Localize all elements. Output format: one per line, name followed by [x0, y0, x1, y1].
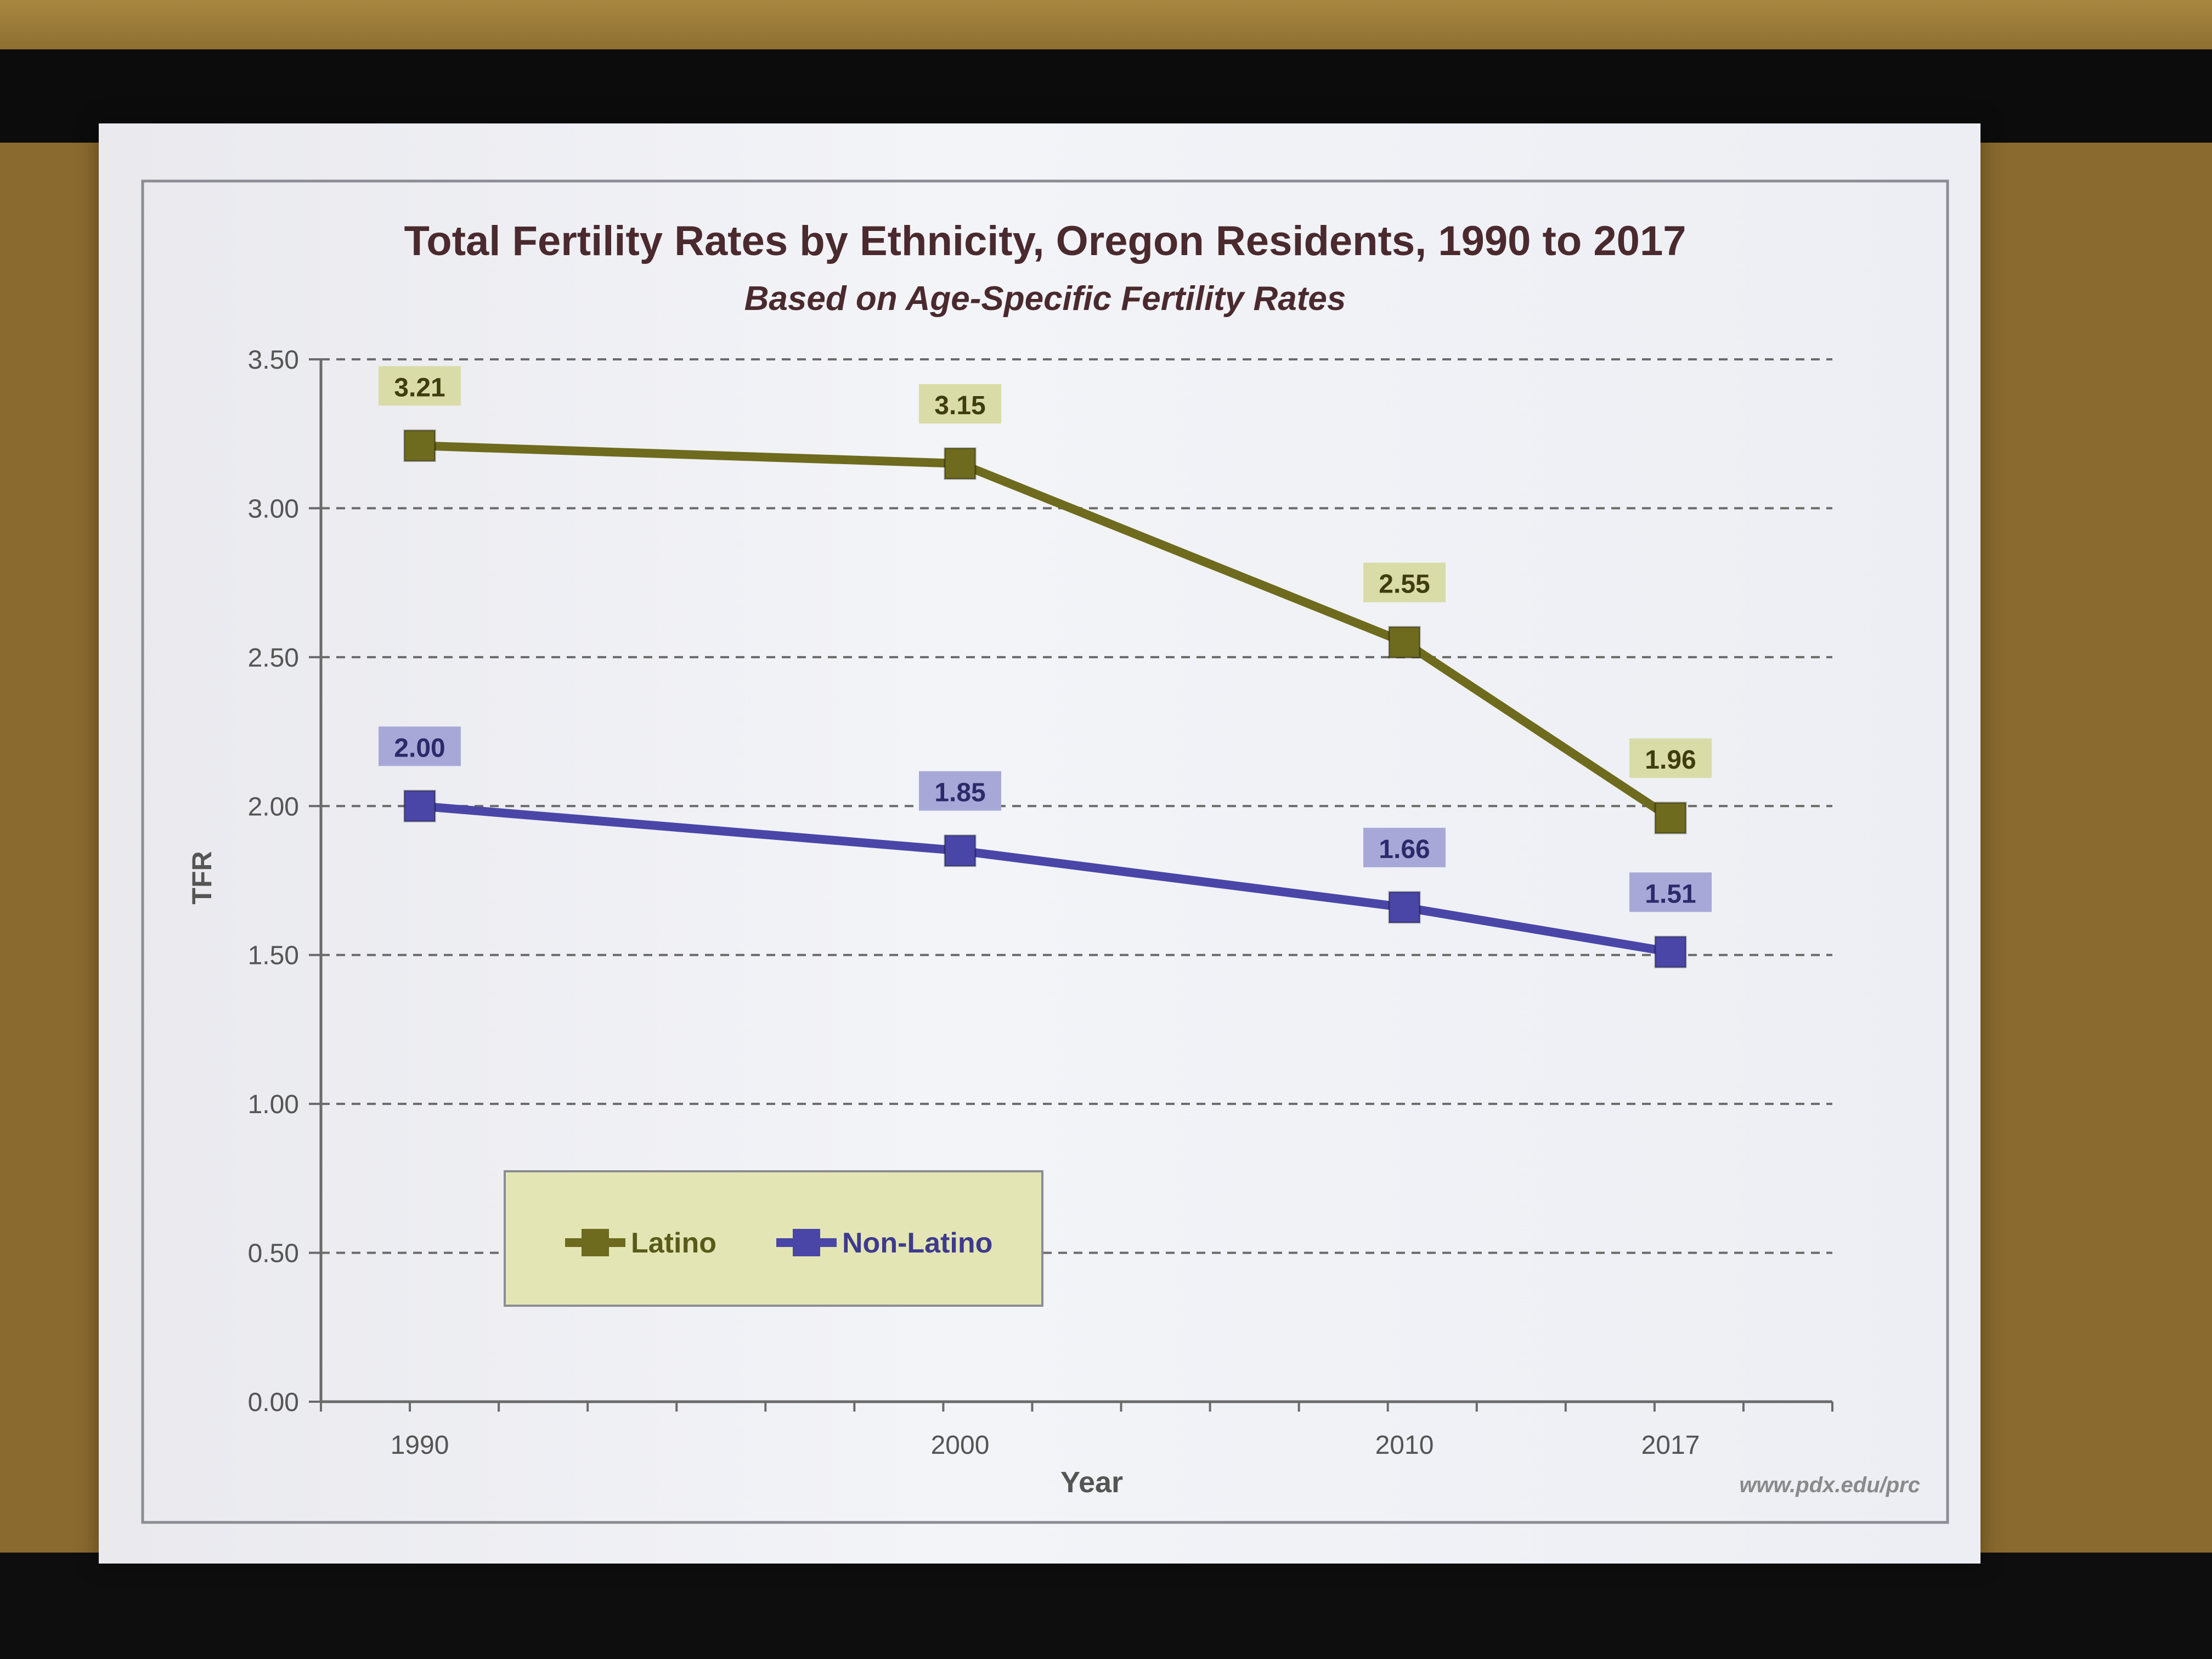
data-label: 2.55	[1379, 570, 1430, 599]
data-label-bg	[379, 726, 461, 766]
projected-slide: Total Fertility Rates by Ethnicity, Oreg…	[99, 123, 1980, 1564]
data-point-marker	[944, 834, 977, 867]
y-tick-label: 0.50	[248, 1239, 299, 1268]
data-label-bg	[1363, 827, 1446, 867]
y-tick-label: 2.00	[248, 792, 299, 821]
data-label-bg	[919, 384, 1001, 424]
x-tick-label: 2017	[1641, 1431, 1700, 1460]
x-tick-label: 1990	[391, 1431, 449, 1460]
data-point-marker	[944, 447, 977, 480]
x-tick-label: 2000	[931, 1431, 990, 1460]
chart-frame	[141, 179, 1949, 1524]
data-label-bg	[379, 366, 461, 406]
fertility-line-chart: Total Fertility Rates by Ethnicity, Oreg…	[141, 179, 1949, 1524]
data-label-bg	[1629, 738, 1712, 778]
source-note: www.pdx.edu/prc	[1739, 1473, 1920, 1497]
y-tick-label: 1.50	[248, 941, 299, 970]
legend-latino-label: Latino	[631, 1227, 716, 1259]
data-point-marker	[1654, 935, 1687, 968]
y-tick-label: 2.50	[248, 644, 299, 673]
data-label: 1.51	[1645, 879, 1696, 909]
data-label: 1.85	[934, 778, 985, 808]
legend: Latino Non-Latino	[504, 1170, 1043, 1307]
y-tick-label: 0.00	[248, 1388, 299, 1417]
gridlines	[321, 358, 1832, 1254]
data-label-bg	[1629, 872, 1712, 912]
data-label: 3.21	[394, 373, 445, 402]
data-label: 3.15	[934, 391, 985, 420]
y-axis-label: TFR	[187, 851, 217, 904]
data-label: 2.00	[394, 733, 445, 763]
legend-non-latino-label: Non-Latino	[842, 1227, 992, 1259]
data-label: 1.96	[1645, 746, 1696, 775]
legend-latino-marker	[582, 1229, 609, 1256]
chart-title: Total Fertility Rates by Ethnicity, Oreg…	[404, 218, 1686, 264]
data-label: 1.66	[1379, 835, 1430, 864]
screen-bezel-bottom	[0, 1553, 2212, 1659]
legend-non-latino-marker	[793, 1229, 820, 1256]
data-label-bg	[1363, 562, 1446, 602]
data-point-marker	[1654, 802, 1687, 834]
data-labels: 3.21 3.15 2.55 1.96 2.00 1.85 1.66 1.51	[379, 366, 1712, 912]
data-point-marker	[1388, 891, 1421, 924]
data-point-marker	[403, 789, 436, 822]
x-tick-label: 2010	[1375, 1431, 1434, 1460]
data-point-marker	[403, 429, 436, 462]
data-point-marker	[1388, 626, 1421, 659]
series-layer	[403, 429, 1687, 968]
y-tick-label: 1.00	[248, 1090, 299, 1119]
wall-background	[0, 0, 2212, 52]
y-tick-label: 3.50	[248, 346, 299, 375]
y-tick-label: 3.00	[248, 494, 299, 523]
series-line-latino	[419, 441, 1673, 822]
axes: 0.00 0.50 1.00 1.50 2.00 2.50 3.00 3.50 1990 2000…	[248, 346, 1833, 1460]
x-axis-label: Year	[1060, 1466, 1123, 1499]
series-line-non-latino	[419, 802, 1672, 957]
data-label-bg	[919, 771, 1001, 811]
chart-subtitle: Based on Age-Specific Fertility Rates	[744, 280, 1346, 318]
